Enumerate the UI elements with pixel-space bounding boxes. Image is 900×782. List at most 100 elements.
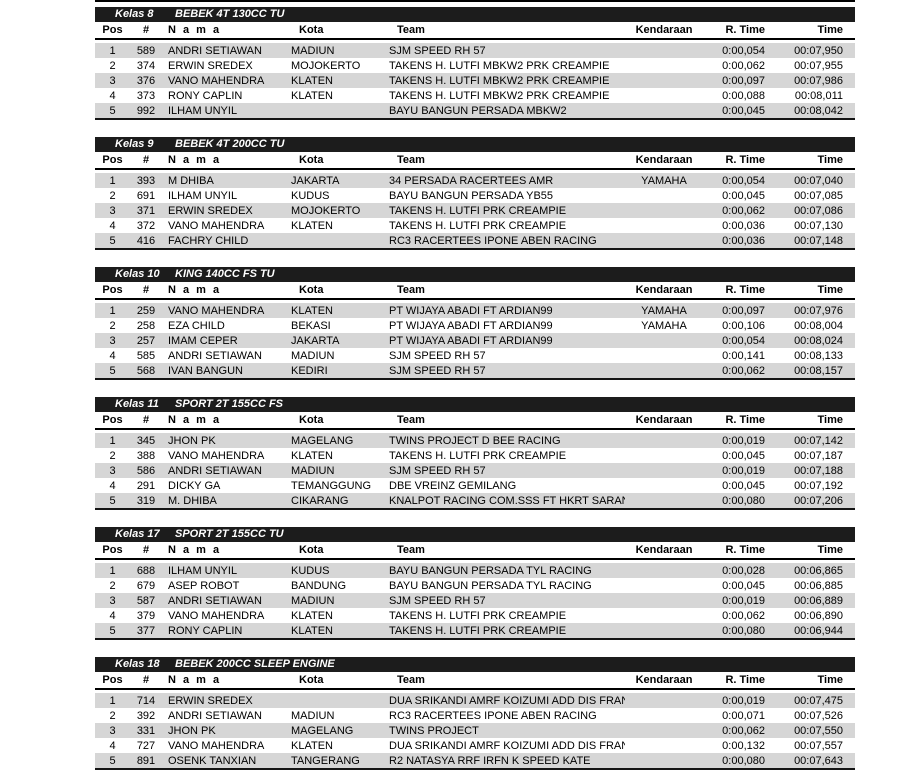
col-pos: Pos xyxy=(102,544,123,556)
cell-kendaraan xyxy=(625,463,703,478)
class-title: KING 140CC FS TU xyxy=(175,268,275,280)
cell-rtime: 0:00,036 xyxy=(722,219,765,232)
cell-time: 00:07,142 xyxy=(794,434,843,447)
cell-rtime: 0:00,028 xyxy=(722,564,765,577)
col-kota: Kota xyxy=(299,544,324,556)
col-nama: N a m a xyxy=(168,24,222,36)
cell-rtime: 0:00,097 xyxy=(722,74,765,87)
class-number: Kelas 17 xyxy=(115,528,160,540)
cell-nama: ANDRI SETIAWAN xyxy=(168,44,262,57)
cell-team: TAKENS H. LUTFI PRK CREAMPIE xyxy=(389,219,567,232)
cell-kendaraan xyxy=(625,593,703,608)
cell-kota: MADIUN xyxy=(291,464,335,477)
cell-number: 376 xyxy=(136,74,156,87)
cell-team: TAKENS H. LUTFI MBKW2 PRK CREAMPIE xyxy=(389,89,610,102)
cell-rtime: 0:00,062 xyxy=(722,59,765,72)
col-nama: N a m a xyxy=(168,414,222,426)
result-row: 1 714 ERWIN SREDEX DUA SRIKANDI AMRF KOI… xyxy=(95,693,855,708)
cell-kota: KLATEN xyxy=(291,609,333,622)
cell-team: TAKENS H. LUTFI PRK CREAMPIE xyxy=(389,449,567,462)
cell-team: R2 NATASYA RRF IRFN K SPEED KATE xyxy=(389,754,591,767)
cell-kendaraan xyxy=(625,73,703,88)
col-nama: N a m a xyxy=(168,154,222,166)
cell-number: 587 xyxy=(136,594,156,607)
cell-team: PT WIJAYA ABADI FT ARDIAN99 xyxy=(389,334,553,347)
cell-nama: VANO MAHENDRA xyxy=(168,74,265,87)
class-section-kelas-17: Kelas 17 SPORT 2T 155CC TU Pos # N a m a… xyxy=(95,527,855,652)
cell-kota: KEDIRI xyxy=(291,364,328,377)
cell-rtime: 0:00,045 xyxy=(722,479,765,492)
cell-kendaraan xyxy=(625,58,703,73)
cell-pos: 4 xyxy=(109,349,116,362)
cell-pos: 1 xyxy=(109,564,116,577)
result-row: 1 589 ANDRI SETIAWAN MADIUN SJM SPEED RH… xyxy=(95,43,855,58)
col-nama: N a m a xyxy=(168,674,222,686)
cell-nama: VANO MAHENDRA xyxy=(168,304,265,317)
col-pos: Pos xyxy=(102,24,123,36)
cell-rtime: 0:00,080 xyxy=(722,754,765,767)
cell-rtime: 0:00,071 xyxy=(722,709,765,722)
cell-number: 691 xyxy=(136,189,156,202)
cell-team: SJM SPEED RH 57 xyxy=(389,594,486,607)
cell-kota: BANDUNG xyxy=(291,579,347,592)
cell-time: 00:07,643 xyxy=(794,754,843,767)
col-rtime: R. Time xyxy=(725,154,765,166)
cell-number: 392 xyxy=(136,709,156,722)
col-pos: Pos xyxy=(102,674,123,686)
result-row: 3 587 ANDRI SETIAWAN MADIUN SJM SPEED RH… xyxy=(95,593,855,608)
cell-pos: 5 xyxy=(109,754,116,767)
cell-nama: M. DHIBA xyxy=(168,494,217,507)
class-title: SPORT 2T 155CC TU xyxy=(175,528,284,540)
result-row: 1 259 VANO MAHENDRA KLATEN PT WIJAYA ABA… xyxy=(95,303,855,318)
class-number: Kelas 10 xyxy=(115,268,160,280)
cell-time: 00:07,475 xyxy=(794,694,843,707)
cell-nama: ERWIN SREDEX xyxy=(168,694,253,707)
cell-nama: JHON PK xyxy=(168,434,216,447)
cell-time: 00:07,040 xyxy=(794,174,843,187)
cell-number: 688 xyxy=(136,564,156,577)
cell-team: TWINS PROJECT D BEE RACING xyxy=(389,434,561,447)
results-table: 1 714 ERWIN SREDEX DUA SRIKANDI AMRF KOI… xyxy=(95,693,855,770)
top-rule xyxy=(95,0,855,2)
cell-team: BAYU BANGUN PERSADA TYL RACING xyxy=(389,579,592,592)
cell-team: BAYU BANGUN PERSADA MBKW2 xyxy=(389,104,567,117)
col-time: Time xyxy=(817,284,843,296)
cell-kota xyxy=(285,103,383,119)
class-header-bar: Kelas 8 BEBEK 4T 130CC TU xyxy=(95,7,855,22)
col-pos: Pos xyxy=(102,284,123,296)
col-kendaraan: Kendaraan xyxy=(635,674,693,686)
cell-time: 00:07,192 xyxy=(794,479,843,492)
cell-nama: IMAM CEPER xyxy=(168,334,238,347)
cell-kota: TANGERANG xyxy=(291,754,360,767)
cell-pos: 5 xyxy=(109,364,116,377)
col-rtime: R. Time xyxy=(725,544,765,556)
cell-kendaraan xyxy=(625,103,703,119)
result-row: 2 691 ILHAM UNYIL KUDUS BAYU BANGUN PERS… xyxy=(95,188,855,203)
cell-nama: M DHIBA xyxy=(168,174,214,187)
header-row: Pos # N a m a Kota Team Kendaraan R. Tim… xyxy=(95,672,855,689)
result-row: 1 688 ILHAM UNYIL KUDUS BAYU BANGUN PERS… xyxy=(95,563,855,578)
class-title: BEBEK 4T 130CC TU xyxy=(175,8,285,20)
cell-number: 388 xyxy=(136,449,156,462)
cell-nama: VANO MAHENDRA xyxy=(168,449,265,462)
cell-number: 319 xyxy=(136,494,156,507)
cell-kota: MOJOKERTO xyxy=(291,59,361,72)
cell-pos: 5 xyxy=(109,494,116,507)
result-row: 4 585 ANDRI SETIAWAN MADIUN SJM SPEED RH… xyxy=(95,348,855,363)
class-section-kelas-18: Kelas 18 BEBEK 200CC SLEEP ENGINE Pos # … xyxy=(95,657,855,782)
col-team: Team xyxy=(397,414,425,426)
cell-kendaraan: YAMAHA xyxy=(641,304,687,317)
cell-number: 291 xyxy=(136,479,156,492)
result-row: 4 373 RONY CAPLIN KLATEN TAKENS H. LUTFI… xyxy=(95,88,855,103)
cell-rtime: 0:00,062 xyxy=(722,609,765,622)
col-kota: Kota xyxy=(299,284,324,296)
result-row: 4 372 VANO MAHENDRA KLATEN TAKENS H. LUT… xyxy=(95,218,855,233)
cell-nama: IVAN BANGUN xyxy=(168,364,243,377)
header-row: Pos # N a m a Kota Team Kendaraan R. Tim… xyxy=(95,282,855,299)
cell-nama: RONY CAPLIN xyxy=(168,624,243,637)
cell-number: 379 xyxy=(136,609,156,622)
cell-time: 00:07,188 xyxy=(794,464,843,477)
cell-time: 00:06,889 xyxy=(794,594,843,607)
class-number: Kelas 9 xyxy=(115,138,154,150)
col-time: Time xyxy=(817,544,843,556)
